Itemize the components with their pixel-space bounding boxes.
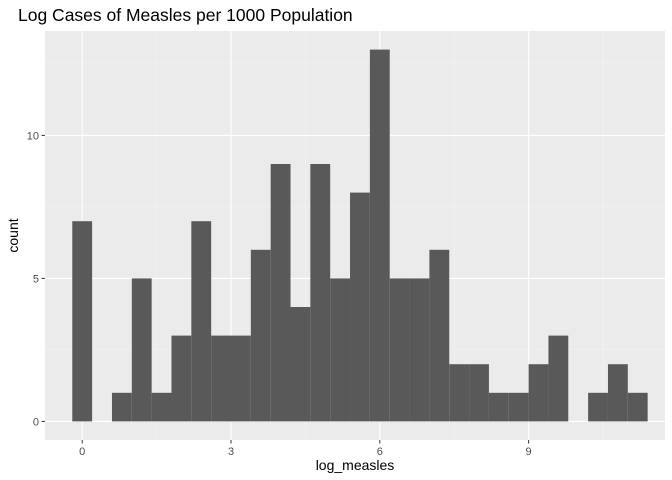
histogram-bar <box>310 163 331 422</box>
histogram-bar <box>191 221 212 422</box>
histogram-bar <box>607 364 628 422</box>
histogram-bar <box>151 392 172 422</box>
histogram-bars <box>72 49 648 422</box>
histogram-bar <box>290 307 311 422</box>
x-axis: 0 3 6 9 <box>79 440 532 458</box>
histogram-bar <box>488 392 509 422</box>
y-tick-label: 5 <box>33 273 39 285</box>
x-tick-label: 9 <box>526 446 532 458</box>
histogram-bar <box>250 249 271 422</box>
x-tick-label: 6 <box>377 446 383 458</box>
y-tick-label: 10 <box>27 130 39 142</box>
histogram-bar <box>429 249 450 422</box>
x-tick-label: 0 <box>79 446 85 458</box>
y-tick-label: 0 <box>33 416 39 428</box>
histogram-bar <box>508 392 529 422</box>
histogram-bar <box>72 221 93 422</box>
histogram-bar <box>528 364 549 422</box>
histogram-bar <box>270 163 291 422</box>
histogram-bar <box>409 278 430 422</box>
histogram-bar <box>449 364 470 422</box>
histogram-bar <box>211 335 231 422</box>
chart-title: Log Cases of Measles per 1000 Population <box>18 5 353 25</box>
histogram-bar <box>369 49 390 422</box>
histogram-bar <box>350 192 370 422</box>
histogram-bar <box>627 392 648 422</box>
histogram-bar <box>389 278 410 422</box>
y-axis-title: count <box>5 218 21 252</box>
histogram-bar <box>131 278 152 422</box>
histogram-bar <box>548 335 569 422</box>
histogram-bar <box>469 364 489 422</box>
x-axis-title: log_measles <box>316 457 395 473</box>
histogram-bar <box>171 335 192 422</box>
histogram-bar <box>111 392 132 422</box>
x-tick-label: 3 <box>228 446 234 458</box>
histogram-bar <box>588 392 608 422</box>
histogram-bar <box>231 335 251 422</box>
y-axis: 0 5 10 <box>27 130 45 428</box>
histogram-bar <box>330 278 351 422</box>
